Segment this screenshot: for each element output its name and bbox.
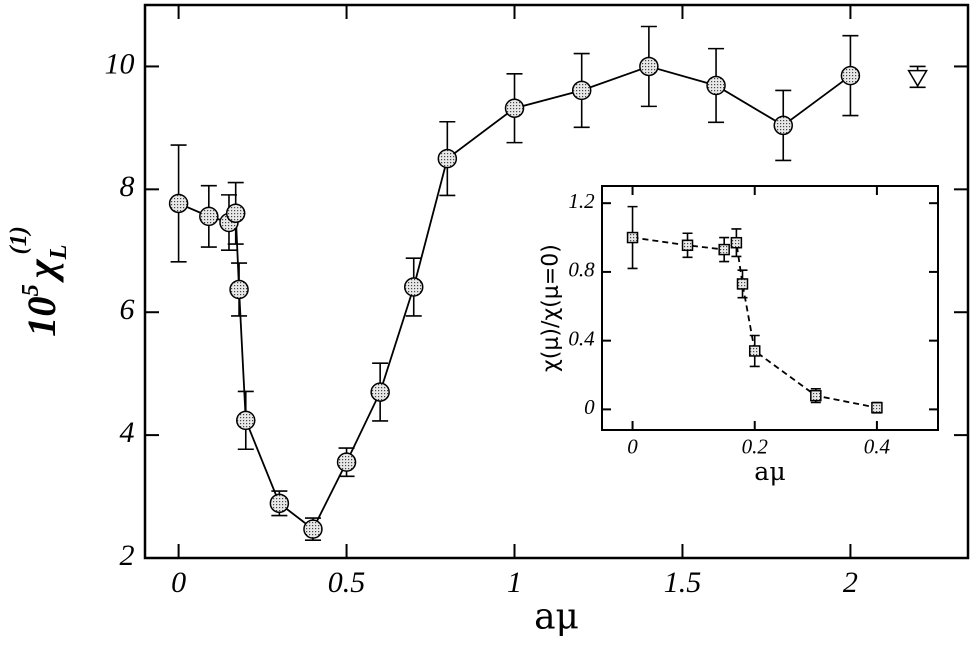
x-axis-label: aμ [754, 457, 785, 486]
y-tick-label: 2 [120, 539, 135, 572]
marker [748, 345, 761, 357]
marker [730, 236, 743, 249]
marker [437, 148, 458, 169]
y-axis-label-part: χ [19, 258, 64, 283]
marker [269, 493, 290, 514]
series-line [632, 236, 878, 409]
marker [370, 382, 390, 402]
x-tick-label: 2 [843, 566, 858, 599]
y-axis-label: 105χL (1) [5, 226, 72, 337]
y-tick-label: 8 [120, 170, 135, 203]
y-tick-label: 0.4 [568, 326, 595, 350]
marker [336, 452, 357, 472]
marker [199, 206, 219, 227]
y-tick-label: 0.8 [568, 258, 595, 282]
y-axis-label-part: (1) [5, 226, 32, 254]
x-tick-label: 0 [171, 566, 186, 599]
x-tick-label: 1.5 [664, 566, 702, 599]
x-tick-label: 0.5 [328, 566, 366, 599]
y-tick-label: 10 [105, 47, 135, 80]
marker [840, 65, 861, 86]
marker [504, 98, 525, 118]
marker [718, 243, 730, 256]
marker [303, 519, 323, 539]
marker [681, 239, 694, 252]
x-axis-label: aμ [534, 597, 579, 638]
marker [168, 193, 189, 214]
marker [225, 203, 246, 224]
x-tick-label: 0.2 [742, 435, 769, 459]
y-axis-label-part: L [45, 245, 72, 261]
y-axis-label-part: 5 [17, 284, 44, 296]
marker [403, 277, 424, 297]
y-tick-label: 0 [584, 395, 595, 419]
y-axis-label-part: 10 [19, 296, 64, 337]
x-tick-label: 0.4 [864, 435, 891, 459]
marker [571, 80, 592, 101]
x-tick-label: 0 [627, 435, 638, 459]
marker [229, 279, 249, 300]
marker [706, 75, 726, 96]
marker [626, 231, 639, 244]
marker [810, 389, 822, 402]
marker [639, 56, 659, 77]
y-tick-label: 1.2 [568, 189, 595, 213]
marker [871, 401, 883, 414]
plot-frame [601, 185, 939, 431]
y-tick-label: 4 [120, 416, 135, 449]
y-tick-label: 6 [120, 293, 135, 326]
marker [236, 410, 256, 431]
marker [736, 278, 749, 290]
marker [907, 69, 928, 88]
y-axis-label: χ(μ)/χ(μ=0) [539, 244, 564, 372]
x-tick-label: 1 [507, 566, 522, 599]
marker [773, 115, 793, 136]
